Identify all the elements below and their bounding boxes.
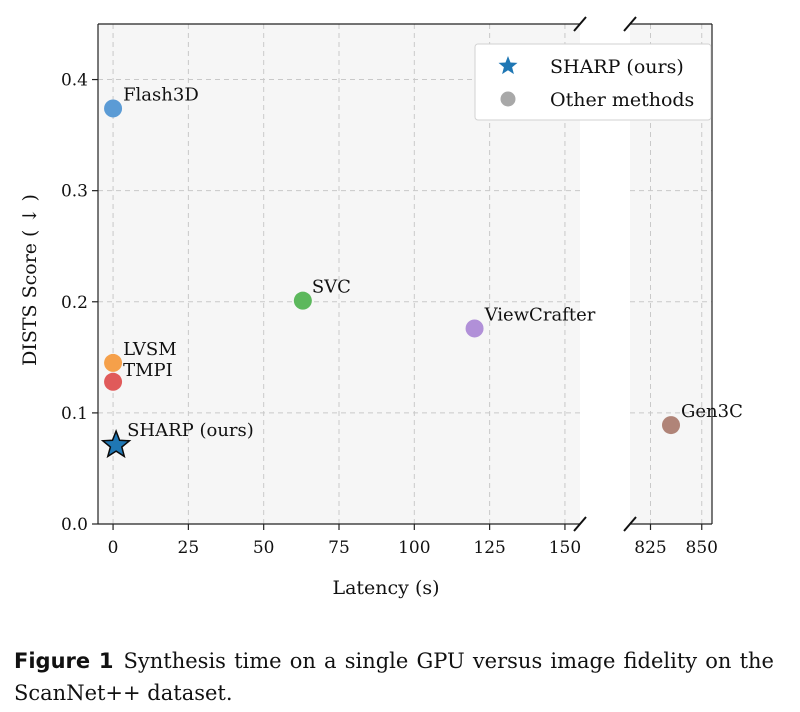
y-tick-label: 0.1 <box>61 404 88 424</box>
figure-caption: Figure 1 Synthesis time on a single GPU v… <box>14 645 774 709</box>
x-tick-label: 100 <box>398 538 430 558</box>
point-tmpi <box>104 372 123 391</box>
legend-star-icon <box>498 56 518 75</box>
x-tick-label: 50 <box>253 538 275 558</box>
x-tick-label: 75 <box>328 538 350 558</box>
point-sharp-ours-star <box>100 429 132 459</box>
legend-label-sharp-ours: SHARP (ours) <box>550 56 684 78</box>
x-axis-label: Latency (s) <box>332 577 439 599</box>
point-svc <box>293 291 312 310</box>
x-tick-label: 25 <box>178 538 200 558</box>
legend: SHARP (ours) Other methods <box>474 43 712 121</box>
label-tmpi: TMPI <box>123 360 173 381</box>
x-tick-label: 850 <box>686 538 718 558</box>
figure-label: Figure 1 <box>14 649 114 673</box>
y-axis-label: DISTS Score ( ↓ ) <box>19 194 41 366</box>
caption-text: Synthesis time on a single GPU versus im… <box>14 649 774 705</box>
label-sharp-ours: SHARP (ours) <box>127 420 254 441</box>
y-tick-label: 0.3 <box>61 182 88 202</box>
point-viewcrafter <box>465 319 484 338</box>
point-lvsm <box>104 353 123 372</box>
legend-box <box>474 43 712 121</box>
axis-break-mark <box>623 516 637 532</box>
label-gen3c: Gen3C <box>681 401 743 422</box>
legend-label-other-methods: Other methods <box>550 89 694 111</box>
y-tick-label: 0.4 <box>61 71 88 91</box>
y-tick-label: 0.0 <box>61 515 88 535</box>
axis-break-mark <box>623 16 637 32</box>
x-tick-label: 125 <box>473 538 505 558</box>
axes: 0.0 0.1 0.2 0.3 0.4 0 25 50 75 100 125 150 825 850 <box>61 16 718 558</box>
legend-circle-icon <box>500 91 516 107</box>
point-gen3c <box>662 416 680 435</box>
label-lvsm: LVSM <box>123 339 177 360</box>
x-tick-label: 825 <box>634 538 666 558</box>
x-tick-label: 150 <box>549 538 581 558</box>
axis-break-mark <box>573 16 587 32</box>
axis-break-mark <box>573 516 587 532</box>
y-tick-label: 0.2 <box>61 293 88 313</box>
label-viewcrafter: ViewCrafter <box>484 304 596 325</box>
label-flash3d: Flash3D <box>123 84 199 105</box>
label-svc: SVC <box>312 277 351 298</box>
data-points <box>100 99 680 459</box>
x-tick-label: 0 <box>108 538 119 558</box>
scatter-chart: 0.0 0.1 0.2 0.3 0.4 0 25 50 75 100 125 150 825 850 Fl… <box>19 16 743 599</box>
point-flash3d <box>104 99 123 118</box>
